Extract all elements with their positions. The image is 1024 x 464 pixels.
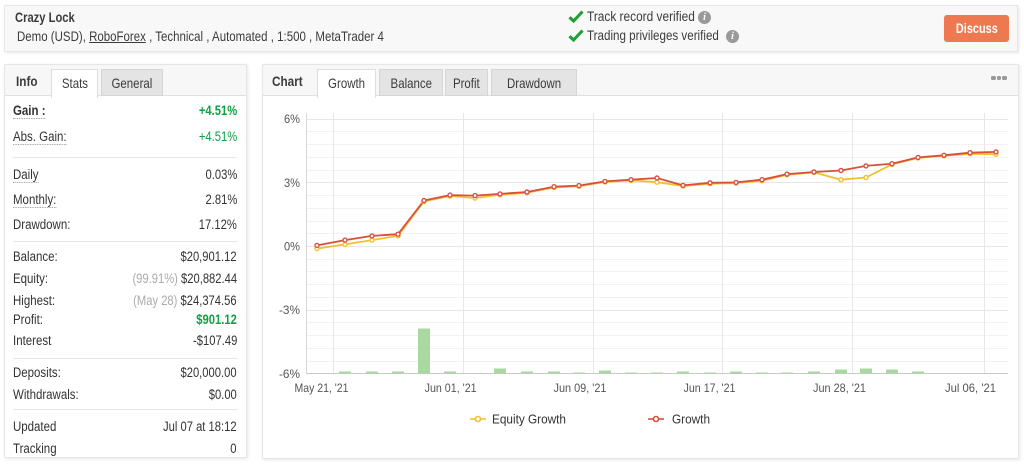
svg-text:Jun 09, '21: Jun 09, '21 [554, 381, 607, 395]
svg-text:0%: 0% [284, 240, 300, 254]
svg-text:Jun 01, '21: Jun 01, '21 [425, 381, 477, 395]
svg-text:6%: 6% [284, 112, 300, 126]
svg-text:Growth: Growth [672, 412, 710, 427]
svg-text:Jul 06, '21: Jul 06, '21 [945, 381, 996, 395]
svg-text:-3%: -3% [279, 303, 300, 317]
svg-text:May 21, '21: May 21, '21 [295, 381, 349, 395]
svg-text:-6%: -6% [279, 367, 300, 381]
svg-text:Equity Growth: Equity Growth [492, 412, 566, 427]
svg-text:Jun 17, '21: Jun 17, '21 [684, 381, 736, 395]
svg-text:Jun 28, '21: Jun 28, '21 [813, 381, 866, 395]
svg-text:3%: 3% [284, 176, 300, 190]
